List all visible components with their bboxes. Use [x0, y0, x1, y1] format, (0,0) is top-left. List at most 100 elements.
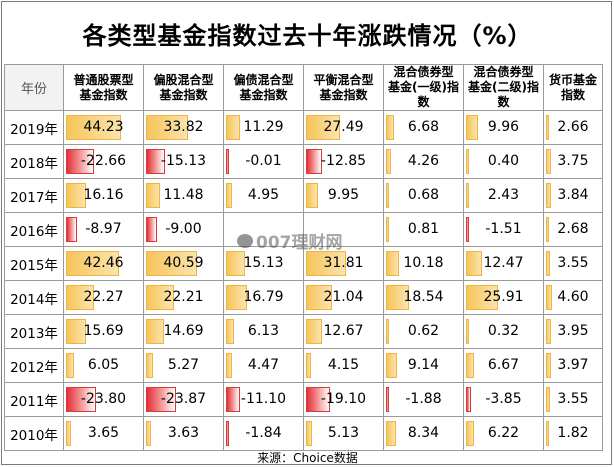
positive-bar: [386, 319, 389, 344]
data-cell: 15.13: [223, 246, 304, 281]
data-cell: 3.55: [543, 382, 603, 417]
table-row: 2013年 15.69 14.69 6.13 12.67 0.62 0.32 3.95: [4, 314, 603, 349]
column-header-line: 数: [417, 95, 430, 109]
data-cell: 0.40: [463, 144, 544, 179]
data-cell: 8.34: [383, 416, 464, 451]
data-cell: 6.67: [463, 348, 544, 383]
negative-bar: [466, 217, 469, 242]
negative-bar: [226, 421, 229, 446]
cell-value: 12.47: [483, 255, 524, 271]
negative-bar: [306, 387, 330, 412]
positive-bar: [466, 115, 479, 140]
data-cell: 10.18: [383, 246, 464, 281]
positive-bar: [386, 251, 399, 276]
positive-bar: [546, 353, 551, 378]
data-cell: -11.10: [223, 382, 304, 417]
data-cell: 3.84: [543, 178, 603, 213]
cell-value: 3.55: [557, 391, 589, 407]
data-cell: 0.81: [383, 212, 464, 247]
cell-value: -15.13: [160, 153, 207, 169]
data-cell: -0.01: [223, 144, 304, 179]
positive-bar: [386, 217, 389, 242]
positive-bar: [546, 217, 550, 242]
cell-value: -3.85: [485, 391, 522, 407]
cell-value: -11.10: [240, 391, 287, 407]
positive-bar: [146, 251, 197, 276]
cell-value: -8.97: [85, 221, 122, 237]
data-cell: 11.29: [223, 110, 304, 145]
negative-bar: [466, 387, 471, 412]
data-cell: 9.14: [383, 348, 464, 383]
data-cell: 40.59: [143, 246, 224, 281]
data-cell: 21.04: [303, 280, 384, 315]
column-header-line: 货币基金: [548, 72, 597, 87]
cell-value: 16.79: [243, 289, 284, 305]
data-cell: 3.63: [143, 416, 224, 451]
cell-value: 2.68: [557, 221, 589, 237]
cell-value: 3.95: [557, 323, 589, 339]
data-cell: 16.16: [63, 178, 144, 213]
positive-bar: [306, 183, 319, 208]
column-header-line: 基金指数: [79, 87, 128, 102]
positive-bar: [146, 421, 151, 446]
table-row: 2011年 -23.80 -23.87 -11.10 -19.10 -1.88 -3.85 3…: [4, 382, 603, 417]
cell-value: 3.84: [557, 187, 589, 203]
positive-bar: [226, 251, 245, 276]
table-row: 2017年 16.16 11.48 4.95 9.95 0.68 2.43 3.84: [4, 178, 603, 213]
cell-value: 40.59: [163, 255, 204, 271]
column-header-7: 货币基金 指数: [543, 64, 603, 111]
cell-value: 3.65: [87, 425, 120, 441]
column-header-5: 混合债券型 基金(一级)指数: [383, 64, 464, 111]
positive-bar: [466, 421, 474, 446]
cell-value: 4.95: [247, 187, 280, 203]
header-row: 年份 普通股票型 基金指数 偏股混合型 基金指数 偏债混合型 基金指数 平衡混合型 基金指数混…: [4, 64, 603, 111]
data-cell: 22.21: [143, 280, 224, 315]
year-label: 2012年: [4, 348, 64, 383]
data-cell: -22.66: [63, 144, 144, 179]
data-cell: 4.15: [303, 348, 384, 383]
data-cell: 3.55: [543, 246, 603, 281]
cell-value: -23.87: [160, 391, 207, 407]
cell-value: 9.95: [327, 187, 360, 203]
data-cell: -23.80: [63, 382, 144, 417]
positive-bar: [546, 115, 550, 140]
data-cell: -8.97: [63, 212, 144, 247]
cell-value: -19.10: [320, 391, 367, 407]
watermark-logo-icon: [237, 233, 253, 248]
positive-bar: [466, 319, 469, 344]
data-cell: -1.84: [223, 416, 304, 451]
positive-bar: [66, 319, 86, 344]
cell-value: -22.66: [80, 153, 127, 169]
cell-value: 6.68: [407, 119, 440, 135]
year-label: 2018年: [4, 144, 64, 179]
positive-bar: [386, 115, 395, 140]
cell-value: 10.18: [403, 255, 444, 271]
year-label: 2011年: [4, 382, 64, 417]
data-cell: 0.62: [383, 314, 464, 349]
cell-value: 15.13: [243, 255, 284, 271]
cell-value: 4.26: [407, 153, 440, 169]
column-header-line: 基金(一级)指: [388, 80, 459, 94]
year-label: 2019年: [4, 110, 64, 145]
column-header-2: 偏股混合型 基金指数: [143, 64, 224, 111]
data-cell: 27.49: [303, 110, 384, 145]
cell-value: -1.84: [245, 425, 282, 441]
cell-value: -12.85: [320, 153, 367, 169]
positive-bar: [306, 421, 313, 446]
column-header-line: 混合债券型: [393, 65, 454, 79]
cell-value: 0.68: [407, 187, 440, 203]
cell-value: 2.66: [557, 119, 589, 135]
data-cell: -3.85: [463, 382, 544, 417]
data-cell: 22.27: [63, 280, 144, 315]
data-cell: -12.85: [303, 144, 384, 179]
positive-bar: [306, 285, 333, 310]
cell-value: 4.15: [327, 357, 360, 373]
positive-bar: [306, 115, 341, 140]
positive-bar: [66, 251, 120, 276]
positive-bar: [546, 421, 549, 446]
positive-bar: [306, 353, 312, 378]
data-cell: 4.60: [543, 280, 603, 315]
positive-bar: [546, 319, 551, 344]
data-cell: 4.26: [383, 144, 464, 179]
positive-bar: [386, 149, 392, 174]
